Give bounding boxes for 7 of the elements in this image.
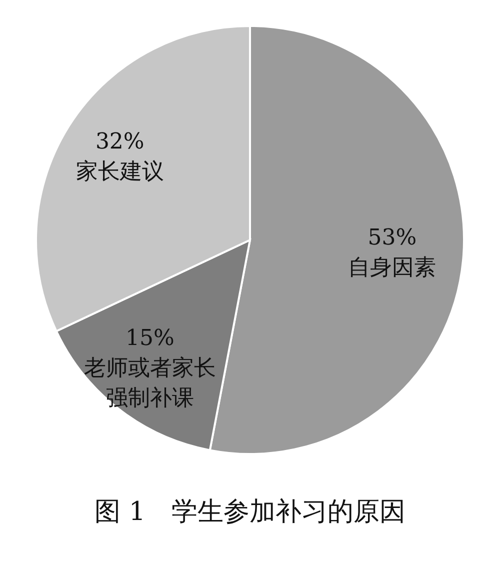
slice-label: 自身因素 [348, 255, 436, 280]
slice-label: 老师或者家长强制补课 [84, 356, 216, 411]
text: 图 1 学生参加补习的原因 [94, 497, 406, 527]
data-label: 32% [95, 129, 144, 154]
data-label: 15% [126, 326, 174, 351]
data-label: 53% [368, 225, 417, 250]
slice-label: 家长建议 [76, 159, 164, 184]
